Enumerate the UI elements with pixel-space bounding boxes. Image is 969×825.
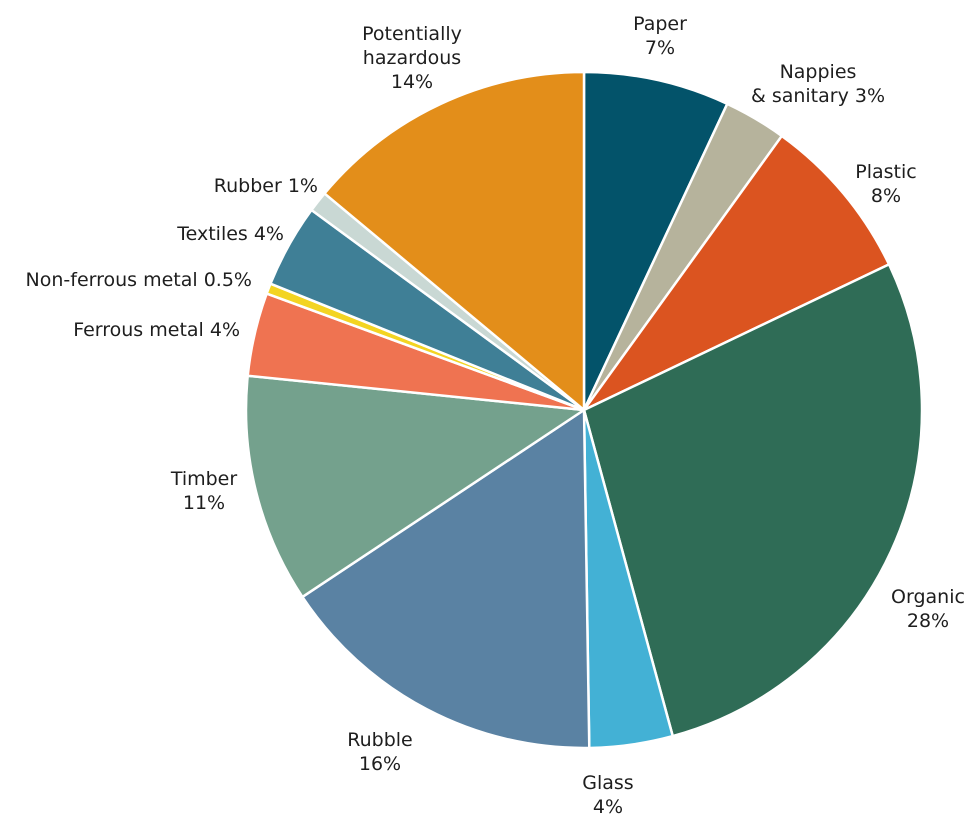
slice-label-potentially-hazardous: Potentially hazardous 14% bbox=[362, 23, 462, 93]
slice-label-rubber: Rubber 1% bbox=[214, 175, 318, 197]
slice-label-plastic: Plastic 8% bbox=[855, 161, 916, 207]
pie-slice-paper bbox=[582, 70, 729, 412]
slice-label-rubble: Rubble 16% bbox=[347, 729, 412, 775]
pie-slice-potentially-hazardous bbox=[323, 70, 586, 412]
pie-slices bbox=[244, 70, 924, 750]
slice-label-glass: Glass 4% bbox=[582, 772, 633, 818]
slice-label-paper: Paper 7% bbox=[633, 13, 687, 59]
slice-label-organic: Organic 28% bbox=[891, 586, 965, 632]
pie-slice-rubble bbox=[301, 408, 591, 750]
pie-slice-timber bbox=[244, 374, 586, 599]
pie-slice-organic bbox=[582, 263, 924, 738]
slice-label-non-ferrous-metal: Non-ferrous metal 0.5% bbox=[26, 269, 252, 291]
slice-label-timber: Timber 11% bbox=[170, 468, 238, 514]
pie-slice-plastic bbox=[582, 134, 891, 412]
slice-label-ferrous-metal: Ferrous metal 4% bbox=[73, 319, 240, 341]
slice-label-textiles: Textiles 4% bbox=[176, 223, 284, 245]
slice-label-nappies-and-sanitary: Nappies & sanitary 3% bbox=[751, 61, 885, 107]
pie-labels: Paper 7% Nappies & sanitary 3% Plastic 8% Orga… bbox=[26, 13, 965, 818]
